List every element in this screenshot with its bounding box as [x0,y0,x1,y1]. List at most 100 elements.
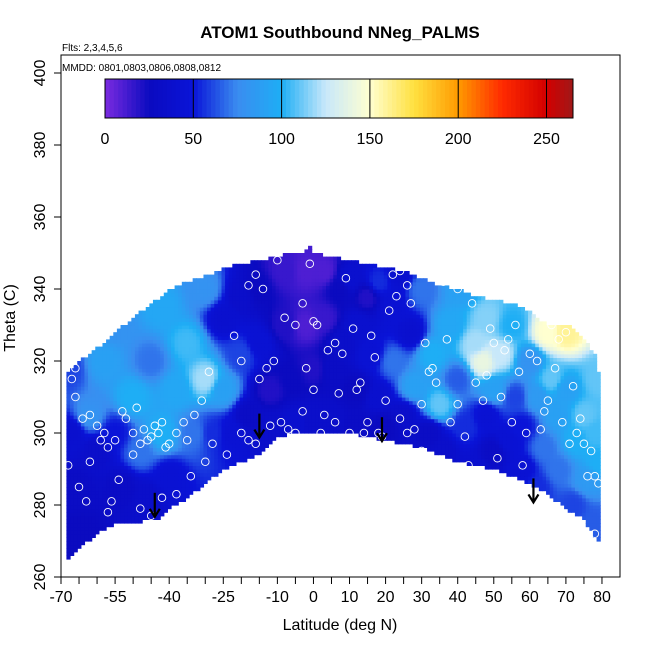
heatmap-cell [257,263,262,268]
heatmap-cell [383,346,388,351]
heatmap-cell [171,379,176,384]
heatmap-cell [347,310,352,315]
heatmap-cell [250,397,255,402]
heatmap-cell [235,393,241,398]
heatmap-cell [318,278,324,283]
heatmap-cell [347,411,352,416]
heatmap-cell [149,440,154,445]
heatmap-cell [210,285,215,290]
heatmap-cell [387,343,392,348]
heatmap-cell [243,389,248,394]
heatmap-cell [199,292,205,297]
heatmap-cell [217,389,223,394]
heatmap-cell [106,458,111,463]
heatmap-cell [171,361,176,366]
heatmap-cell [326,425,331,430]
heatmap-cell [207,469,212,474]
heatmap-cell [311,281,316,286]
heatmap-cell [73,537,78,542]
heatmap-cell [297,375,302,380]
heatmap-cell [253,433,259,438]
heatmap-cell [336,425,342,430]
heatmap-cell [362,299,367,304]
heatmap-cell [354,332,360,337]
heatmap-cell [344,418,349,423]
heatmap-cell [286,260,291,265]
heatmap-cell [347,407,352,412]
heatmap-cell [279,332,284,337]
heatmap-cell [120,339,125,344]
heatmap-cell [77,501,82,506]
heatmap-cell [387,310,392,315]
heatmap-cell [380,371,385,376]
heatmap-cell [322,364,327,369]
heatmap-cell [293,400,298,405]
heatmap-cell [84,440,89,445]
heatmap-cell [271,299,277,304]
heatmap-cell [329,332,334,337]
heatmap-cell [268,404,273,409]
heatmap-cell [315,263,320,268]
heatmap-cell [142,353,147,358]
heatmap-cell [340,321,345,326]
heatmap-cell [340,393,345,398]
heatmap-cell [102,451,107,456]
heatmap-cell [232,451,237,456]
heatmap-cell [329,379,334,384]
heatmap-cell [275,310,280,315]
heatmap-cell [145,307,150,312]
heatmap-cell [228,411,233,416]
heatmap-cell [275,274,280,279]
heatmap-cell [347,418,352,423]
heatmap-cell [77,447,82,452]
heatmap-cell [88,508,93,513]
heatmap-cell [398,325,403,330]
heatmap-cell [203,447,208,452]
heatmap-cell [387,400,392,405]
heatmap-cell [174,393,179,398]
heatmap-cell [124,393,129,398]
heatmap-cell [207,418,212,423]
heatmap-cell [106,418,111,423]
heatmap-cell [214,418,219,423]
heatmap-cell [145,472,150,477]
heatmap-cell [322,281,327,286]
heatmap-cell [138,368,143,373]
heatmap-cell [279,364,284,369]
heatmap-cell [232,314,237,319]
heatmap-cell [185,353,190,358]
heatmap-cell [77,433,82,438]
heatmap-cell [257,267,262,272]
heatmap-cell [264,274,269,279]
heatmap-cell [152,386,158,391]
heatmap-cell [88,393,93,398]
heatmap-cell [297,296,302,301]
heatmap-cell [196,357,201,362]
heatmap-cell [362,346,367,351]
heatmap-cell [109,447,114,452]
heatmap-cell [253,335,259,340]
heatmap-cell [160,483,165,488]
heatmap-cell [124,411,129,416]
heatmap-cell [239,357,244,362]
heatmap-cell [354,310,360,315]
heatmap-cell [271,436,277,441]
heatmap-cell [160,440,165,445]
heatmap-cell [189,400,194,405]
heatmap-cell [152,343,158,348]
heatmap-cell [88,368,93,373]
heatmap-cell [318,271,324,276]
heatmap-cell [192,382,197,387]
heatmap-cell [102,346,107,351]
heatmap-cell [304,317,309,322]
heatmap-cell [300,310,306,315]
heatmap-cell [178,397,183,402]
heatmap-cell [315,256,320,261]
heatmap-cell [261,433,266,438]
heatmap-cell [380,303,385,308]
heatmap-cell [124,483,129,488]
heatmap-cell [311,317,316,322]
heatmap-cell [372,368,378,373]
heatmap-cell [178,289,183,294]
heatmap-cell [160,317,165,322]
